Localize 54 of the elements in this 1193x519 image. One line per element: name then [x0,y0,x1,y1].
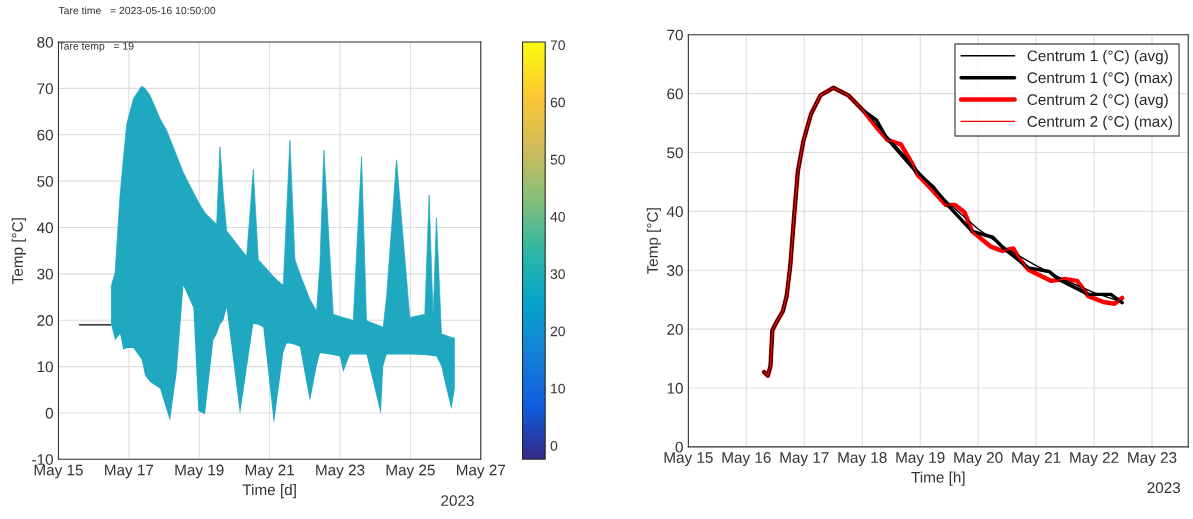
x-tick-label: May 20 [954,452,1003,466]
color-bar-label: 70 [550,40,565,51]
x-tick-label: May 23 [316,464,365,479]
text: 2023 [1147,482,1181,494]
x-tick-label: May 27 [456,464,506,479]
y-tick-label: 20 [667,323,683,335]
x-tick-label: May 21 [1012,452,1061,466]
y-tick-label: 40 [666,206,683,218]
legend-label: Centrum 2 (°C) (avg) [1027,93,1168,109]
x-tick-label: May 19 [175,464,224,479]
y-tick-label: 60 [667,88,683,100]
x-tick-label: May 25 [386,464,435,479]
x-tick-label: May 22 [1070,452,1119,466]
legend-label: Centrum 1 (°C) (max) [1027,71,1173,87]
x-axis-title: Time [d] [242,483,296,499]
x-tick-label: May 15 [34,464,83,479]
x-tick-label: May 21 [245,464,294,479]
color-bar-label: 60 [550,97,565,108]
x-tick-label: May 18 [838,452,887,466]
color-bar-label: 20 [550,326,565,337]
y-tick-label: 80 [37,36,53,48]
x-tick-label: May 16 [722,452,771,466]
legend-label: Centrum 1 (°C) (avg) [1027,50,1168,65]
y-tick-label: 20 [37,315,53,326]
y-tick-label: 30 [37,268,53,280]
text: Tare time = 2023-05-16 10:50:00 [58,6,216,15]
y-tick-label: 40 [36,222,53,234]
x-tick-label: May 17 [780,452,829,466]
y-tick-label: -10 [32,454,53,465]
x-tick-label: May 17 [105,464,154,479]
y-tick-label: 60 [37,129,53,141]
x-tick-label: May 15 [664,452,713,466]
x-tick-label: May 19 [896,452,945,466]
y-tick-label: 0 [45,407,53,419]
color-bar-label: 40 [550,211,565,222]
x-tick-label: May 23 [1128,452,1177,466]
color-bar-label: 0 [550,440,558,451]
annotation: Tare temp = 19 [58,42,134,52]
y-tick-label: 50 [667,147,683,159]
y-tick-label: 50 [37,176,53,187]
y-tick-label: 30 [667,265,683,276]
color-bar-label: 10 [551,383,565,394]
legend-label: Centrum 2 (°C) (max) [1027,115,1173,130]
y-tick-label: 10 [667,382,683,394]
y-tick-label: 0 [675,441,683,453]
y-axis-title: Temp [°C] [646,208,661,275]
y-axis-title: Temp [°C] [11,218,26,284]
y-tick-label: 10 [37,361,53,373]
x-axis-title: Time [h] [911,471,965,486]
text: 2023 [441,495,474,507]
y-tick-label: 70 [667,29,683,41]
y-tick-label: 70 [37,83,53,95]
color-bar-label: 30 [550,269,565,280]
color-bar-label: 50 [550,154,565,165]
